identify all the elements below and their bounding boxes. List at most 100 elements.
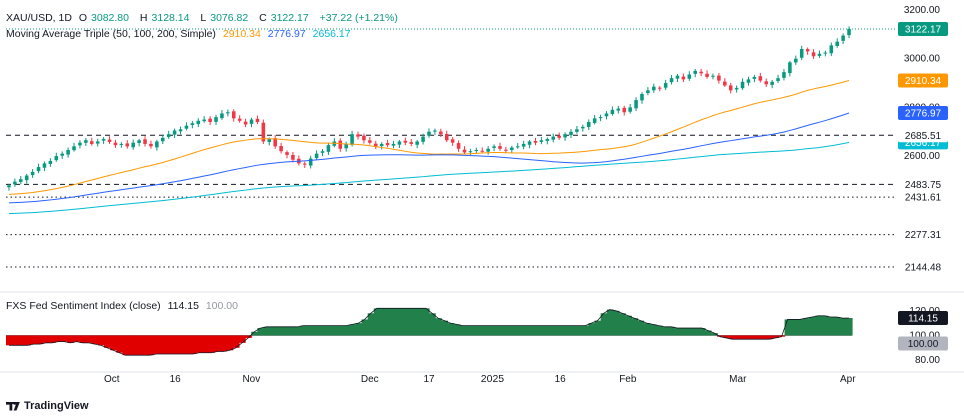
candle-body: [131, 142, 135, 148]
sentiment-negative-bar: [202, 335, 209, 353]
sentiment-negative-bar: [55, 335, 62, 342]
sentiment-baseline-tag-bg: [898, 336, 948, 351]
sentiment-negative-bar: [12, 335, 19, 346]
sentiment-negative-bar: [214, 335, 222, 352]
ma-legend-label: Moving Average Triple (50, 100, 200, Sim…: [6, 28, 216, 40]
sentiment-positive-bar: [704, 330, 712, 336]
candle-body: [7, 185, 11, 188]
time-axis-tick-label: Nov: [242, 374, 260, 385]
candle-body: [397, 141, 402, 145]
candle-body: [379, 143, 384, 147]
candle-body: [373, 143, 378, 147]
candle-body: [841, 35, 845, 41]
sentiment-positive-bar: [698, 328, 706, 336]
sentiment-negative-bar: [61, 335, 68, 342]
sentiment-positive-bar: [379, 308, 387, 336]
candle-body: [84, 140, 88, 143]
candle-body: [515, 146, 520, 148]
sentiment-positive-bar: [563, 325, 571, 336]
level-price-tag-bg: [898, 190, 948, 205]
candle-body: [249, 119, 254, 124]
candle-body: [338, 140, 343, 149]
sentiment-negative-bar: [766, 335, 773, 340]
sentiment-negative-bar: [741, 335, 749, 340]
candle-body: [267, 139, 272, 143]
candle-body: [604, 113, 609, 117]
last-price-tag: 3122.17: [905, 24, 942, 35]
candle-body: [628, 107, 632, 112]
ma200-legend-value: 2656.17: [312, 28, 351, 40]
sentiment-negative-bar: [30, 335, 38, 345]
candle-body: [344, 143, 348, 149]
time-axis-tick-label: 16: [555, 374, 567, 385]
sentiment-positive-bar: [398, 308, 406, 336]
sentiment-positive-bar: [600, 313, 608, 336]
sentiment-positive-bar: [606, 309, 614, 336]
sentiment-negative-bar: [140, 335, 148, 356]
candle-body: [66, 150, 70, 155]
candle-body: [575, 129, 579, 132]
candle-body: [143, 139, 147, 144]
candle-body: [314, 153, 319, 159]
sentiment-negative-bar: [91, 335, 99, 345]
sentiment-positive-bar: [821, 315, 829, 336]
candle-body: [681, 76, 686, 80]
sentiment-negative-bar: [67, 335, 75, 343]
candle-body: [456, 143, 461, 149]
sentiment-positive-bar: [361, 319, 369, 336]
sentiment-positive-bar: [588, 323, 596, 336]
sentiment-positive-bar: [790, 319, 798, 336]
candle-body: [226, 112, 230, 114]
sentiment-positive-bar: [827, 316, 835, 336]
candle-body: [107, 139, 112, 142]
sentiment-positive-bar: [815, 315, 822, 336]
sentiment-positive-bar: [263, 326, 271, 336]
sentiment-negative-bar: [735, 335, 743, 340]
candle-body: [444, 134, 449, 141]
candle-body: [551, 136, 556, 140]
candle-body: [616, 108, 621, 111]
candle-body: [72, 146, 76, 151]
tradingview-logo[interactable]: TradingView: [6, 400, 89, 412]
candle-body: [740, 81, 745, 89]
candle-body: [811, 52, 816, 57]
sentiment-negative-bar: [73, 335, 81, 342]
candle-body: [723, 81, 727, 86]
sentiment-line: [9, 307, 849, 356]
candle-body: [527, 141, 532, 145]
sentiment-positive-bar: [692, 328, 700, 336]
candle-body: [788, 62, 792, 74]
candle-body: [705, 73, 709, 77]
sentiment-positive-bar: [533, 325, 540, 336]
sentiment-negative-bar: [747, 335, 755, 340]
candle-body: [533, 141, 538, 143]
sentiment-positive-bar: [520, 325, 528, 336]
candle-body: [214, 117, 218, 122]
sentiment-positive-bar: [288, 326, 295, 336]
sentiment-positive-bar: [637, 320, 645, 336]
sentiment-axis-tick-label: 100.00: [909, 330, 940, 341]
sentiment-negative-bar: [153, 335, 160, 354]
sentiment-positive-bar: [845, 318, 853, 336]
candle-body: [36, 167, 41, 172]
high-label: H: [139, 12, 148, 24]
candle-body: [480, 150, 485, 152]
sentiment-positive-bar: [649, 324, 657, 336]
candle-body: [794, 58, 798, 63]
ma200-price-tag: 2656.17: [905, 138, 942, 149]
sentiment-positive-bar: [330, 325, 338, 336]
candle-body: [220, 113, 224, 119]
sentiment-positive-bar: [367, 313, 375, 336]
candle-body: [598, 117, 603, 119]
candle-body: [758, 76, 763, 81]
sentiment-negative-bar: [85, 335, 93, 343]
sentiment-negative-bar: [220, 335, 228, 352]
sentiment-negative-bar: [79, 335, 87, 343]
candle-body: [450, 139, 455, 143]
sentiment-negative-bar: [116, 335, 124, 353]
ma200-line: [8, 141, 850, 215]
candle-body: [622, 107, 627, 113]
candle-body: [474, 150, 479, 151]
candle-body: [847, 28, 851, 36]
candle-body: [391, 143, 396, 146]
